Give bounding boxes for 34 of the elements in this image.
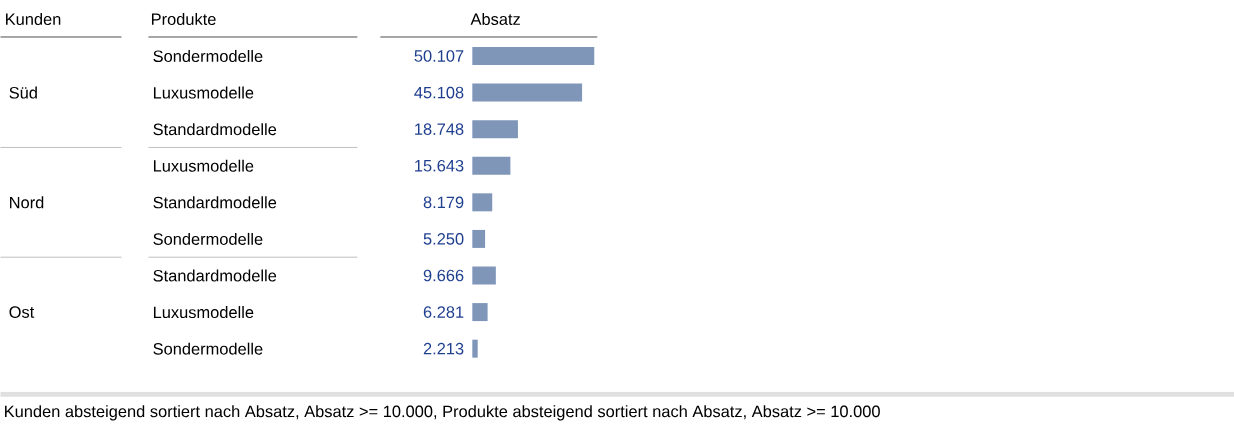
bar xyxy=(472,230,486,248)
y-tick-label: Luxusmodelle xyxy=(153,86,254,99)
data-label: 18.748 xyxy=(415,123,464,136)
y-tick-label: Luxusmodelle xyxy=(153,306,254,319)
data-label: 5.250 xyxy=(423,233,464,245)
bar xyxy=(472,266,496,285)
y-tick-label: Standardmodelle xyxy=(153,269,277,282)
data-label: 9.666 xyxy=(423,269,464,282)
bar xyxy=(472,83,583,102)
data-label: 8.179 xyxy=(423,196,464,209)
y-tick-label: Sondermodelle xyxy=(153,342,263,355)
y-tick-label: Standardmodelle xyxy=(153,123,277,136)
y-tick-label: Sondermodelle xyxy=(153,50,263,63)
data-label: 6.281 xyxy=(423,306,464,318)
x-axis-title: Absatz xyxy=(470,13,520,26)
y-axis-title: Produkte xyxy=(151,13,216,26)
data-label: 45.108 xyxy=(414,86,464,99)
data-label: 15.643 xyxy=(415,160,464,172)
text: Kunden absteigend sortiert nach Absatz, Absatz >= 10.000, Produkte absteigend sortiert nach Absatz, Absatz >= 10.000 xyxy=(5,405,880,421)
text: Süd xyxy=(9,86,37,99)
bar xyxy=(472,47,595,66)
bar xyxy=(472,339,478,358)
text: Ost xyxy=(9,306,35,318)
y-tick-label: Standardmodelle xyxy=(153,196,277,209)
y-tick-label: Sondermodelle xyxy=(153,232,263,246)
bar xyxy=(472,303,488,322)
text: Kunden xyxy=(6,13,61,26)
y-tick-label: Luxusmodelle xyxy=(153,159,254,172)
bar xyxy=(472,120,518,139)
text: Nord xyxy=(10,196,44,209)
bar xyxy=(472,156,511,175)
data-label: 2.213 xyxy=(423,342,464,355)
data-label: 50.107 xyxy=(414,50,464,62)
bar xyxy=(472,193,493,212)
